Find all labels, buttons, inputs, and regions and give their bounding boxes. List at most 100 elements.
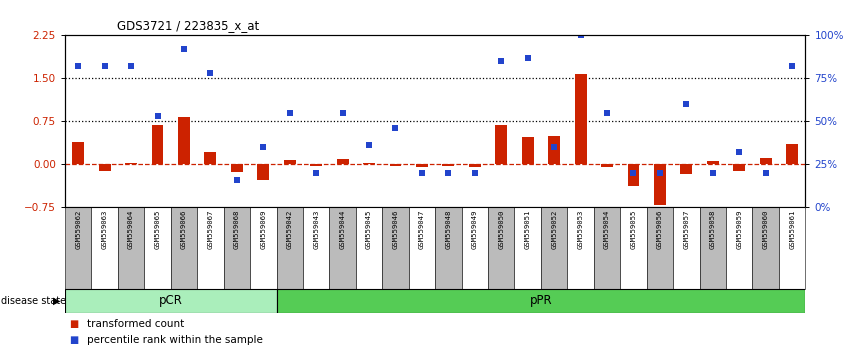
Text: GSM559042: GSM559042 (287, 210, 293, 249)
Point (71, 63, 85, 69)
Bar (92, 207, 118, 289)
Bar (759, 159, 772, 164)
Bar (276, 289, 805, 313)
Text: GSM559057: GSM559057 (683, 210, 689, 249)
Text: pPR: pPR (530, 295, 553, 307)
Point (573, 33, 587, 38)
Text: GSM559052: GSM559052 (551, 210, 557, 249)
Point (204, 70, 217, 76)
Bar (382, 207, 409, 289)
Bar (628, 164, 639, 186)
Text: GSM559059: GSM559059 (736, 210, 742, 249)
Text: GSM559067: GSM559067 (207, 210, 213, 249)
Bar (726, 207, 753, 289)
Text: GSM559069: GSM559069 (261, 210, 266, 249)
Text: GSM559047: GSM559047 (419, 210, 425, 249)
Bar (72, 142, 84, 164)
Bar (99, 164, 111, 171)
Bar (250, 207, 276, 289)
Point (229, 177, 243, 182)
Bar (594, 207, 620, 289)
Point (733, 149, 746, 155)
Text: GSM559055: GSM559055 (630, 210, 637, 249)
Text: percentile rank within the sample: percentile rank within the sample (87, 335, 262, 345)
Bar (734, 164, 746, 171)
Point (177, 46, 191, 52)
Bar (65, 207, 92, 289)
Text: GSM559058: GSM559058 (710, 210, 716, 249)
Text: disease state: disease state (1, 296, 66, 306)
Bar (495, 125, 507, 164)
Text: GSM559061: GSM559061 (789, 210, 795, 249)
Bar (620, 207, 647, 289)
Point (785, 63, 799, 69)
Bar (356, 207, 382, 289)
Bar (223, 207, 250, 289)
Point (389, 125, 403, 131)
Text: GSM559049: GSM559049 (472, 210, 478, 249)
Bar (575, 74, 586, 164)
Bar (65, 289, 276, 313)
Text: GSM559050: GSM559050 (498, 210, 504, 249)
Bar (541, 207, 567, 289)
Point (336, 110, 350, 115)
Bar (284, 160, 295, 164)
Point (547, 144, 561, 150)
Bar (700, 207, 726, 289)
Text: GSM559054: GSM559054 (604, 210, 610, 249)
Bar (152, 125, 164, 164)
Point (520, 55, 534, 61)
Point (98, 63, 112, 69)
Bar (443, 164, 455, 166)
Bar (204, 152, 216, 164)
Bar (125, 163, 137, 164)
Text: GSM559064: GSM559064 (128, 210, 134, 249)
Bar (654, 164, 666, 205)
Point (468, 170, 481, 176)
Text: ■: ■ (69, 335, 79, 345)
Bar (118, 207, 145, 289)
Bar (409, 207, 435, 289)
Point (283, 110, 297, 115)
Text: GSM559051: GSM559051 (525, 210, 531, 249)
Point (151, 113, 165, 119)
Bar (522, 137, 533, 164)
Bar (197, 207, 223, 289)
Bar (601, 164, 613, 167)
Bar (363, 163, 375, 164)
Point (680, 101, 694, 107)
Bar (178, 117, 190, 164)
Point (309, 170, 323, 176)
Point (653, 170, 667, 176)
Point (600, 110, 614, 115)
Bar (567, 207, 594, 289)
Point (759, 170, 772, 176)
Point (494, 58, 508, 64)
Text: ▶: ▶ (53, 296, 61, 306)
Text: GSM559066: GSM559066 (181, 210, 187, 249)
Text: GSM559065: GSM559065 (154, 210, 160, 249)
Point (442, 170, 456, 176)
Text: GSM559063: GSM559063 (101, 210, 107, 249)
Bar (681, 164, 692, 175)
Bar (462, 207, 488, 289)
Bar (145, 207, 171, 289)
Bar (548, 136, 560, 164)
Bar (231, 164, 242, 172)
Bar (390, 164, 402, 166)
Text: GSM559048: GSM559048 (445, 210, 451, 249)
Bar (337, 159, 348, 164)
Text: transformed count: transformed count (87, 319, 184, 329)
Point (256, 144, 270, 150)
Bar (469, 164, 481, 167)
Bar (435, 207, 462, 289)
Text: ■: ■ (69, 319, 79, 329)
Bar (514, 207, 541, 289)
Bar (488, 207, 514, 289)
Text: GSM559068: GSM559068 (234, 210, 240, 249)
Bar (707, 161, 719, 164)
Text: GDS3721 / 223835_x_at: GDS3721 / 223835_x_at (117, 19, 259, 32)
Bar (673, 207, 700, 289)
Bar (310, 164, 322, 166)
Text: GSM559053: GSM559053 (578, 210, 584, 249)
